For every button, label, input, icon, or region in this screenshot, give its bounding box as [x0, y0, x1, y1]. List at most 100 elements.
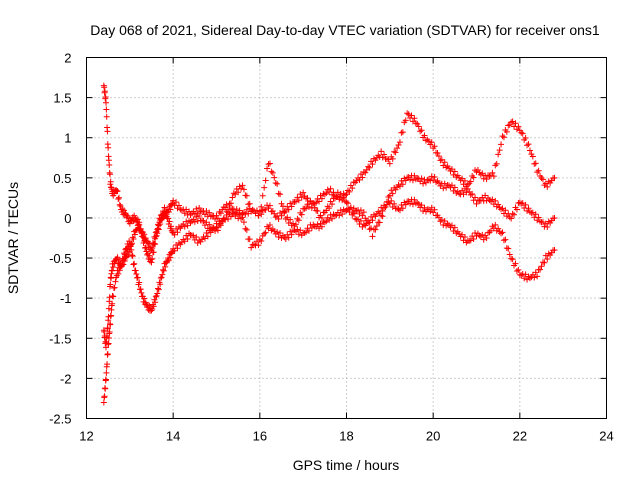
- data-point: [240, 209, 247, 216]
- data-point: [292, 221, 299, 228]
- data-point: [496, 147, 503, 154]
- data-point: [511, 211, 518, 218]
- data-point: [295, 231, 302, 238]
- data-point: [103, 369, 110, 376]
- data-point: [373, 222, 380, 229]
- data-point: [149, 240, 156, 247]
- data-point: [274, 229, 281, 236]
- data-point: [362, 215, 369, 222]
- x-tick-label: 16: [253, 429, 267, 444]
- data-point: [402, 201, 409, 208]
- data-point: [440, 185, 447, 192]
- data-point: [102, 94, 109, 101]
- data-point: [217, 220, 224, 227]
- data-point: [136, 279, 143, 286]
- data-point: [278, 200, 285, 207]
- y-tick-label: 1.5: [53, 91, 71, 106]
- data-point: [100, 399, 107, 406]
- data-point: [109, 292, 116, 299]
- data-point: [316, 198, 323, 205]
- data-point: [513, 267, 520, 274]
- data-point: [131, 231, 138, 238]
- data-point: [235, 189, 242, 196]
- data-point: [243, 206, 250, 213]
- data-point: [110, 264, 117, 271]
- data-point: [411, 196, 418, 203]
- data-point: [412, 200, 419, 207]
- data-point: [498, 206, 505, 213]
- plot-frame: [86, 57, 607, 419]
- data-point: [266, 160, 273, 167]
- data-point: [285, 206, 292, 213]
- data-point: [264, 165, 271, 172]
- data-point: [313, 199, 320, 206]
- data-point: [389, 190, 396, 197]
- data-point: [461, 177, 468, 184]
- data-point: [385, 193, 392, 200]
- data-point: [414, 199, 421, 206]
- data-point: [326, 217, 333, 224]
- data-point: [106, 161, 113, 168]
- data-point: [431, 173, 438, 180]
- data-point: [370, 155, 377, 162]
- data-point: [213, 212, 220, 219]
- data-point: [337, 207, 344, 214]
- data-point: [508, 215, 515, 222]
- data-point: [116, 256, 122, 263]
- data-point: [369, 161, 376, 168]
- data-point: [318, 223, 325, 230]
- data-point: [538, 263, 545, 270]
- data-point: [473, 200, 480, 207]
- data-point: [155, 285, 161, 292]
- data-point: [422, 137, 429, 144]
- data-point: [114, 254, 121, 261]
- data-point: [175, 223, 182, 230]
- data-point: [474, 166, 481, 173]
- data-point: [535, 167, 542, 174]
- data-point: [474, 197, 481, 204]
- data-point: [526, 209, 533, 216]
- data-point: [524, 276, 531, 283]
- data-point: [446, 165, 453, 172]
- data-point: [529, 209, 536, 216]
- data-point: [243, 192, 250, 199]
- data-point: [207, 213, 214, 220]
- data-point: [399, 129, 406, 136]
- data-point: [222, 216, 229, 223]
- data-point: [194, 209, 201, 216]
- data-point: [531, 274, 538, 281]
- data-point: [464, 185, 471, 192]
- data-point: [271, 174, 278, 181]
- data-point: [347, 204, 354, 211]
- data-point: [395, 141, 402, 148]
- data-point: [344, 200, 351, 207]
- data-point: [116, 201, 123, 208]
- data-point: [191, 218, 198, 225]
- data-point: [105, 305, 112, 312]
- data-point: [249, 206, 256, 213]
- data-point: [292, 198, 299, 205]
- data-point: [545, 218, 552, 225]
- data-point: [304, 195, 311, 202]
- data-point: [116, 194, 122, 201]
- data-point: [487, 227, 494, 234]
- data-point: [500, 134, 507, 141]
- data-point: [321, 219, 328, 226]
- data-point: [431, 143, 438, 150]
- data-point: [409, 201, 416, 208]
- data-point: [352, 215, 359, 222]
- data-point: [318, 215, 325, 222]
- data-point: [369, 233, 376, 240]
- data-point: [399, 181, 406, 188]
- data-point: [105, 144, 112, 151]
- data-point: [115, 195, 122, 202]
- data-point: [158, 274, 165, 281]
- data-point: [101, 84, 108, 91]
- data-point: [193, 205, 200, 212]
- data-point: [167, 206, 174, 213]
- x-axis-ticks: 12 14 16 18 20 22 24: [79, 57, 614, 444]
- data-point: [551, 214, 558, 221]
- data-point: [321, 191, 328, 198]
- data-point: [415, 123, 422, 130]
- data-point: [368, 225, 375, 232]
